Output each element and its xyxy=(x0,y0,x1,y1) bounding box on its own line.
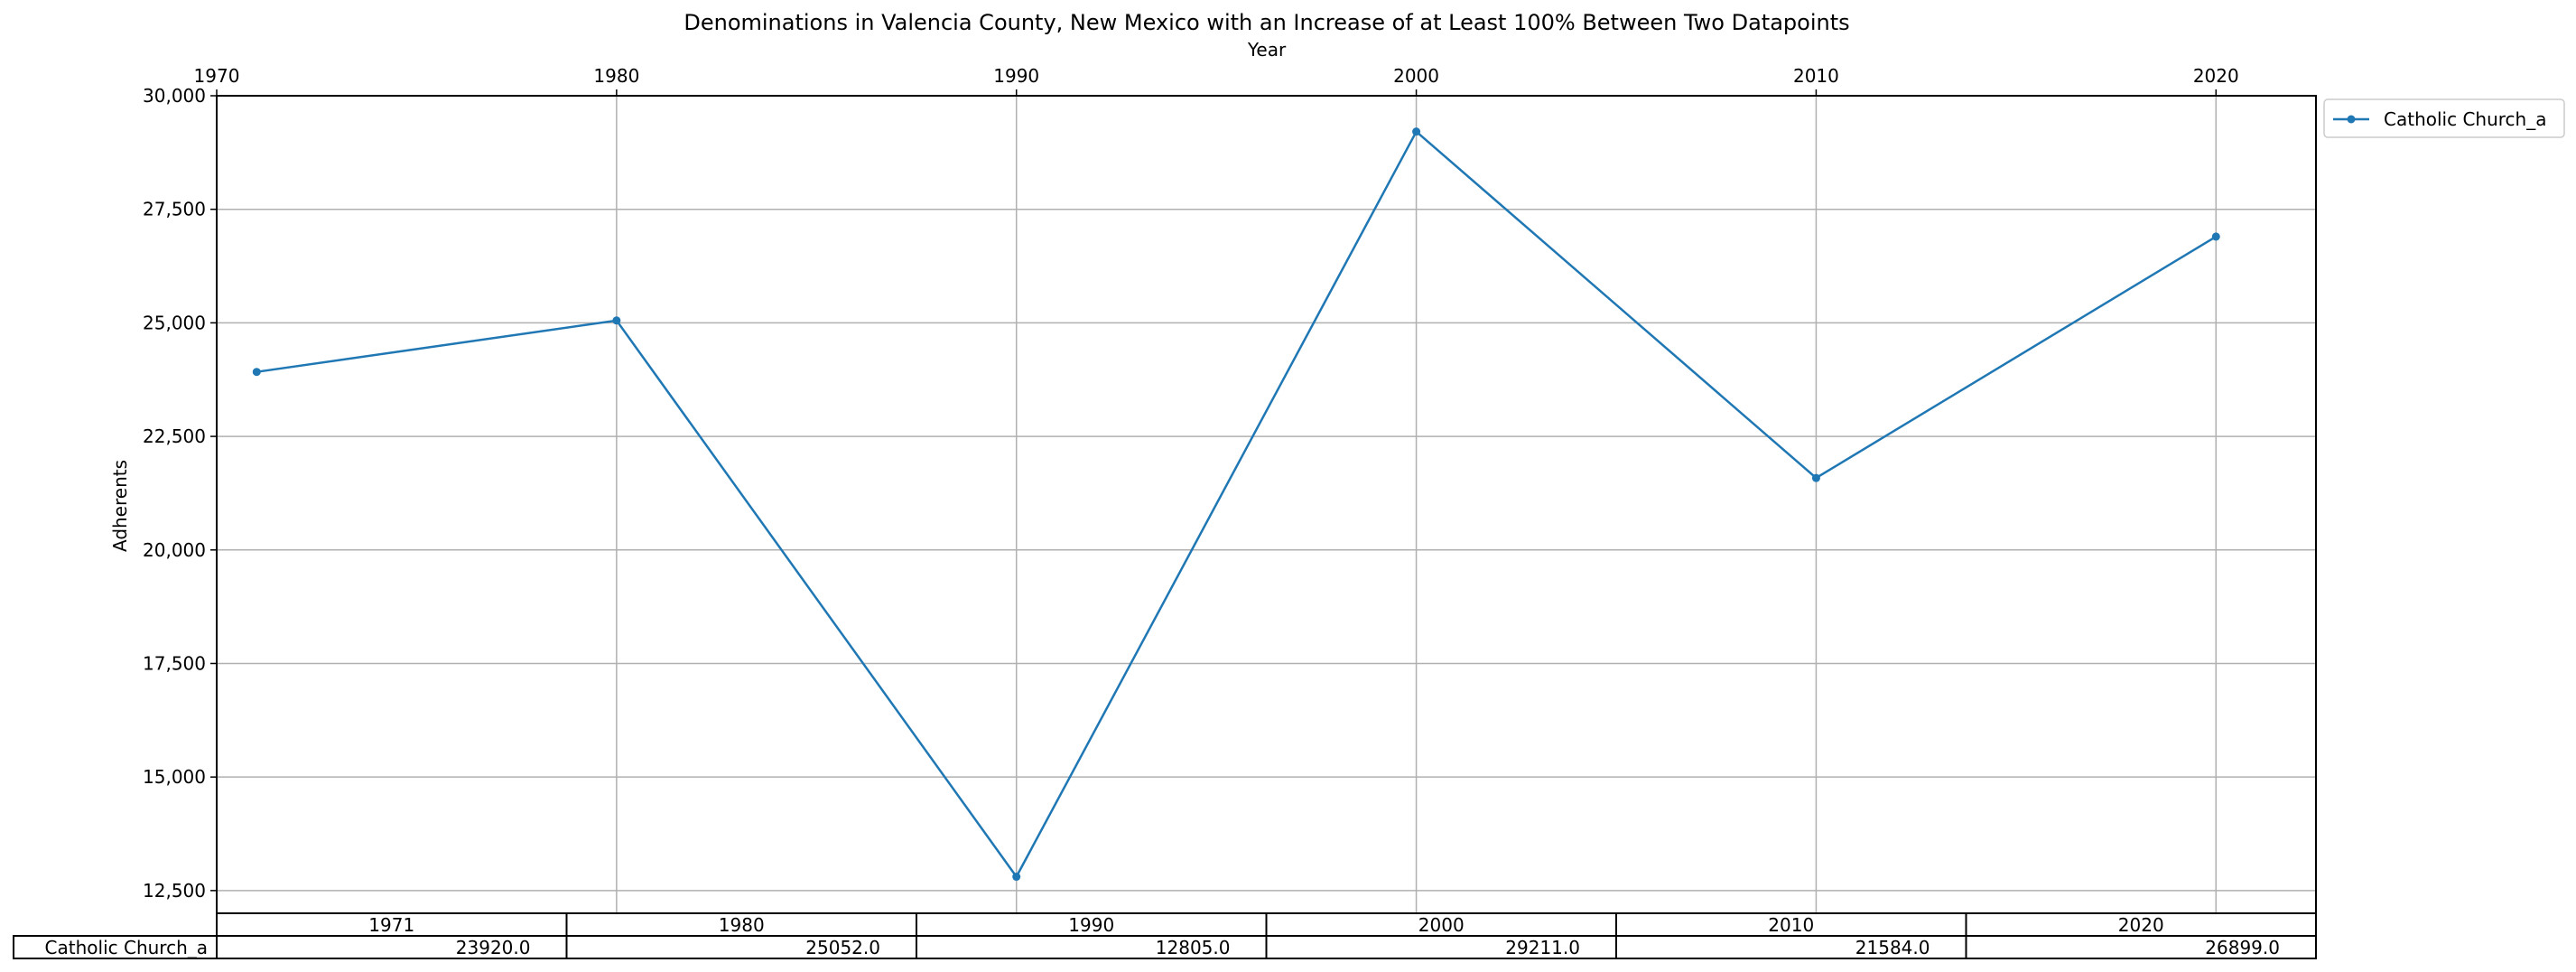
x-axis-label: Year xyxy=(1247,39,1287,61)
legend-frame xyxy=(2323,98,2565,138)
table-cell: 29211.0 xyxy=(1505,937,1580,958)
x-tick-label: 1980 xyxy=(593,65,639,87)
table-data-row xyxy=(13,935,2317,959)
data-point xyxy=(612,316,621,325)
table-column-header: 1990 xyxy=(1068,914,1114,936)
table-cell: 12805.0 xyxy=(1156,937,1231,958)
table-cell: 26899.0 xyxy=(2205,937,2280,958)
table-cell: 23920.0 xyxy=(456,937,531,958)
x-tick-label: 2010 xyxy=(1793,65,1839,87)
y-ticks: 12,500 15,000 17,500 20,000 22,500 25,000 27,5… xyxy=(143,85,217,902)
table-cell: 25052.0 xyxy=(805,937,880,958)
y-tick-label: 27,500 xyxy=(143,199,206,220)
y-tick-label: 20,000 xyxy=(143,539,206,561)
y-tick-label: 30,000 xyxy=(143,85,206,107)
data-table: 1971 1980 1990 2000 2010 2020 Catholic Church_… xyxy=(13,912,2317,959)
y-tick-label: 17,500 xyxy=(143,652,206,674)
table-column-header: 2020 xyxy=(2118,914,2164,936)
legend-marker xyxy=(2347,115,2356,124)
data-point xyxy=(252,368,261,377)
table-column-header: 1971 xyxy=(368,914,414,936)
x-tick-label: 2000 xyxy=(1393,65,1439,87)
data-point xyxy=(1012,873,1021,882)
table-row-label: Catholic Church_a xyxy=(45,937,208,958)
legend: Catholic Church_a xyxy=(2323,98,2565,138)
grid xyxy=(216,95,2316,913)
data-point xyxy=(2211,232,2220,241)
y-tick-label: 12,500 xyxy=(143,880,206,902)
data-point xyxy=(1412,127,1421,136)
y-axis-label: Adherents xyxy=(109,460,131,552)
table-column-header: 2010 xyxy=(1768,914,1814,936)
table-column-header: 2000 xyxy=(1418,914,1465,936)
y-tick-label: 15,000 xyxy=(143,766,206,788)
chart-title: Denominations in Valencia County, New Me… xyxy=(684,10,1849,35)
x-tick-label: 2020 xyxy=(2193,65,2239,87)
x-tick-label: 1970 xyxy=(194,65,240,87)
y-tick-label: 25,000 xyxy=(143,312,206,333)
series-line xyxy=(256,129,2217,879)
data-point xyxy=(1811,473,1820,482)
series-layer xyxy=(252,127,2220,882)
plot-frame xyxy=(216,95,2317,914)
legend-label: Catholic Church_a xyxy=(2384,108,2546,130)
table-column-header: 1980 xyxy=(719,914,765,936)
y-tick-label: 22,500 xyxy=(143,425,206,447)
table-cell: 21584.0 xyxy=(1855,937,1930,958)
x-ticks: 1970 1980 1990 2000 2010 2020 xyxy=(194,65,2239,96)
x-tick-label: 1990 xyxy=(993,65,1039,87)
